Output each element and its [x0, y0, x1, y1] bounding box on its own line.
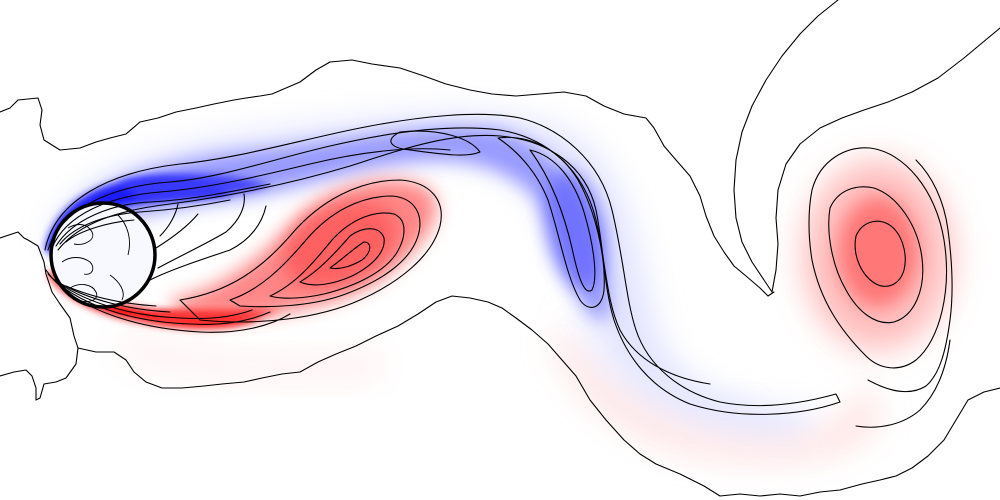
outer-contour-right-tongue [733, 0, 1000, 293]
outer-contour-bottom [77, 295, 1000, 497]
negative-vorticity-shading [45, 114, 820, 441]
cylinder-outline [49, 201, 157, 309]
outer-contour-top [0, 59, 775, 297]
